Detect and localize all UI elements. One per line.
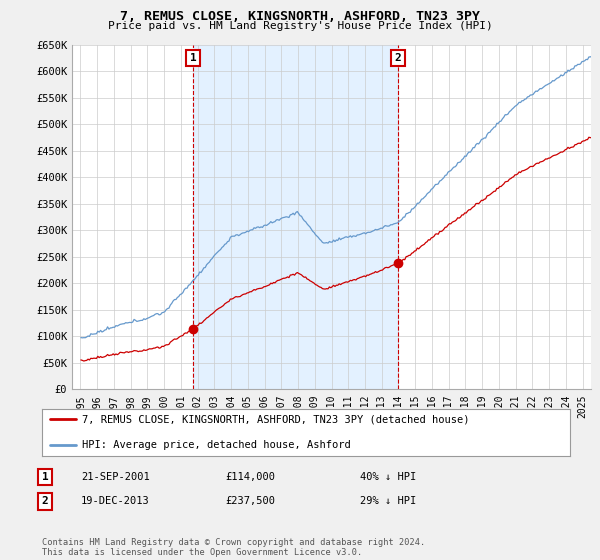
Text: 7, REMUS CLOSE, KINGSNORTH, ASHFORD, TN23 3PY (detached house): 7, REMUS CLOSE, KINGSNORTH, ASHFORD, TN2… [82, 414, 469, 424]
Text: 7, REMUS CLOSE, KINGSNORTH, ASHFORD, TN23 3PY: 7, REMUS CLOSE, KINGSNORTH, ASHFORD, TN2… [120, 10, 480, 22]
Text: £114,000: £114,000 [225, 472, 275, 482]
Text: 1: 1 [41, 472, 49, 482]
Bar [193, 45, 398, 389]
Text: 40% ↓ HPI: 40% ↓ HPI [360, 472, 416, 482]
Text: 29% ↓ HPI: 29% ↓ HPI [360, 496, 416, 506]
Text: HPI: Average price, detached house, Ashford: HPI: Average price, detached house, Ashf… [82, 440, 350, 450]
Text: 1: 1 [190, 53, 196, 63]
Text: Price paid vs. HM Land Registry's House Price Index (HPI): Price paid vs. HM Land Registry's House … [107, 21, 493, 31]
Text: 19-DEC-2013: 19-DEC-2013 [81, 496, 150, 506]
Text: 21-SEP-2001: 21-SEP-2001 [81, 472, 150, 482]
Text: 2: 2 [395, 53, 401, 63]
Text: £237,500: £237,500 [225, 496, 275, 506]
Text: Contains HM Land Registry data © Crown copyright and database right 2024.
This d: Contains HM Land Registry data © Crown c… [42, 538, 425, 557]
Text: 2: 2 [41, 496, 49, 506]
